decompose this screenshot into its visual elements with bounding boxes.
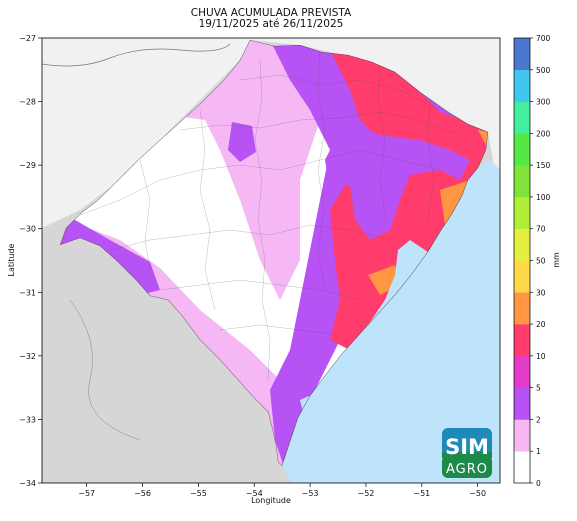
colorbar-bin [514, 69, 530, 102]
colorbar-label: 5 [536, 384, 541, 393]
x-tick-label: −54 [246, 489, 263, 498]
x-tick-label: −52 [358, 489, 375, 498]
map-title: CHUVA ACUMULADA PREVISTA 19/11/2025 até … [42, 8, 500, 30]
sim-agro-logo: SIM AGRO [442, 428, 492, 478]
y-tick-label: −30 [19, 225, 36, 234]
colorbar-bin [514, 165, 530, 198]
colorbar-bin [514, 228, 530, 261]
colorbar-label: 150 [536, 161, 551, 170]
y-tick-label: −33 [19, 415, 36, 424]
colorbar-bin [514, 133, 530, 166]
ocean [282, 160, 500, 483]
logo-top-block [442, 428, 492, 458]
zone-5-10mm-core [325, 120, 470, 240]
colorbar-label: 0 [536, 479, 541, 488]
zone-1-2mm-north [200, 40, 320, 300]
plot-frame [41, 37, 501, 484]
colorbar-label: 2 [536, 415, 541, 424]
colorbar-label: 500 [536, 66, 551, 75]
colorbar-label: 200 [536, 129, 551, 138]
logo-bottom-block [442, 455, 492, 478]
y-axis-label: Latitude [7, 243, 16, 276]
colorbar-label: 50 [536, 257, 546, 266]
title-line-2: 19/11/2025 até 26/11/2025 [198, 18, 344, 30]
colorbar-bin [514, 260, 530, 293]
y-tick-label: −27 [19, 34, 36, 43]
colorbar-bin [514, 292, 530, 325]
neighbor-land-uruguay [42, 238, 282, 483]
colorbar-bin [514, 38, 530, 71]
colorbar-bin [514, 451, 530, 484]
colorbar-bin [514, 387, 530, 420]
colorbar-bin [514, 101, 530, 134]
colorbar-bin [514, 196, 530, 230]
y-axis: −27 −28 −29 −30 −31 −32 −33 −34 [19, 34, 42, 488]
y-tick-label: −28 [19, 98, 36, 107]
colorbar-label: 100 [536, 193, 551, 202]
x-tick-label: −55 [190, 489, 207, 498]
colorbar-label: 70 [536, 225, 546, 234]
colorbar-label: 1 [536, 447, 541, 456]
colorbar-bin [514, 419, 530, 452]
x-tick-label: −56 [134, 489, 151, 498]
colorbar: 0 1 2 5 10 20 30 50 70 100 150 200 300 500 700 [513, 34, 551, 488]
municipal-boundaries [79, 49, 461, 381]
y-tick-label: −29 [19, 161, 36, 170]
colorbar-label: 30 [536, 288, 546, 297]
zone-2-5mm-spot [228, 122, 256, 162]
colorbar-bin [514, 324, 530, 357]
colorbar-unit-label: mm [552, 252, 561, 268]
colorbar-label: 700 [536, 34, 551, 43]
title-line-1: CHUVA ACUMULADA PREVISTA [190, 7, 352, 19]
colorbar-bin [514, 355, 530, 388]
x-tick-label: −57 [78, 489, 95, 498]
colorbar-label: 300 [536, 98, 551, 107]
x-tick-label: −50 [469, 489, 486, 498]
y-tick-label: −32 [19, 352, 36, 361]
y-tick-label: −31 [19, 288, 36, 297]
logo-sim-text: SIM [445, 435, 489, 459]
colorbar-label: 20 [536, 320, 546, 329]
y-tick-label: −34 [19, 479, 36, 488]
colorbar-label: 10 [536, 352, 546, 361]
x-tick-label: −51 [413, 489, 430, 498]
neighbor-land-north [42, 38, 500, 228]
x-tick-label: −53 [302, 489, 319, 498]
logo-agro-text: AGRO [446, 462, 488, 477]
x-axis-label: Longitude [251, 496, 291, 505]
x-axis: −57 −56 −55 −54 −53 −52 −51 −50 [78, 483, 486, 498]
